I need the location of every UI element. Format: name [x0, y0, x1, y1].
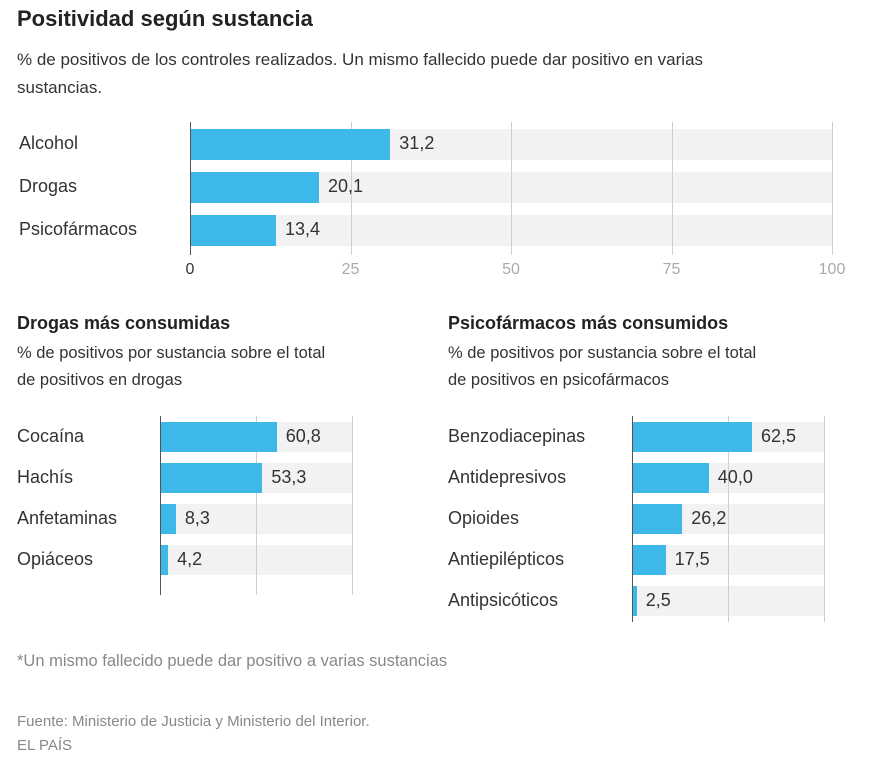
category-label: Psicofármacos [19, 219, 138, 239]
gridline [352, 416, 353, 595]
gridline [671, 122, 673, 255]
category-label: Antipsicóticos [448, 590, 559, 610]
value-label: 53,3 [271, 467, 307, 487]
gridline [728, 416, 729, 622]
value-label: 13,4 [285, 219, 321, 239]
bar [160, 422, 277, 452]
value-label: 2,5 [645, 590, 671, 610]
category-label: Opiáceos [17, 549, 94, 569]
gridline [832, 122, 833, 255]
value-label: 4,2 [177, 549, 203, 569]
x-tick-label: 50 [502, 261, 520, 278]
gridline [256, 416, 257, 595]
value-label: 17,5 [674, 549, 710, 569]
x-tick-label: 25 [341, 261, 360, 278]
x-tick-label: 0 [185, 261, 195, 278]
y-axis-line [632, 416, 633, 622]
bar [190, 129, 391, 160]
gridline [824, 416, 825, 622]
bar [160, 545, 169, 575]
category-label: Drogas [19, 176, 78, 196]
x-tick-label: 100 [818, 261, 846, 278]
category-label: Antidepresivos [448, 467, 567, 487]
gridline [350, 122, 352, 255]
bar [632, 586, 637, 616]
page-title: Positividad según sustancia [17, 6, 313, 31]
bar [190, 172, 320, 203]
value-label: 31,2 [399, 133, 435, 153]
category-label: Benzodiacepinas [448, 426, 586, 446]
source-text: Fuente: Ministerio de Justicia y Ministe… [17, 713, 370, 730]
category-label: Anfetaminas [17, 508, 118, 528]
y-axis-line [190, 122, 191, 255]
category-label: Antiepilépticos [448, 549, 565, 569]
bar [632, 422, 752, 452]
bar [190, 215, 277, 246]
bar [632, 463, 709, 493]
gridline [511, 122, 512, 255]
value-label: 20,1 [328, 176, 364, 196]
footnote: *Un mismo fallecido puede dar positivo a… [17, 652, 448, 670]
subtitle: % de positivos de los controles realizad… [17, 50, 704, 97]
value-label: 26,2 [691, 508, 727, 528]
value-label: 60,8 [285, 426, 321, 446]
drugs-chart-subtitle: % de positivos por sustancia sobre el to… [17, 344, 326, 389]
psycho-chart-subtitle: % de positivos por sustancia sobre el to… [448, 344, 757, 389]
bar [632, 504, 683, 534]
category-label: Cocaína [17, 426, 85, 446]
publisher: EL PAÍS [17, 737, 73, 754]
category-label: Opioides [448, 508, 520, 528]
bar [160, 463, 263, 493]
bar [160, 504, 176, 534]
drugs-chart-title: Drogas más consumidas [17, 313, 231, 333]
x-tick-label: 75 [662, 261, 681, 278]
value-label: 62,5 [761, 426, 797, 446]
value-label: 40,0 [717, 467, 753, 487]
psycho-chart-title: Psicofármacos más consumidos [448, 313, 729, 333]
category-label: Hachís [17, 467, 74, 487]
category-label: Alcohol [19, 133, 79, 153]
value-label: 8,3 [184, 508, 210, 528]
y-axis-line [160, 416, 161, 595]
source: Fuente: Ministerio de Justicia y Ministe… [17, 710, 370, 758]
bar [632, 545, 666, 575]
